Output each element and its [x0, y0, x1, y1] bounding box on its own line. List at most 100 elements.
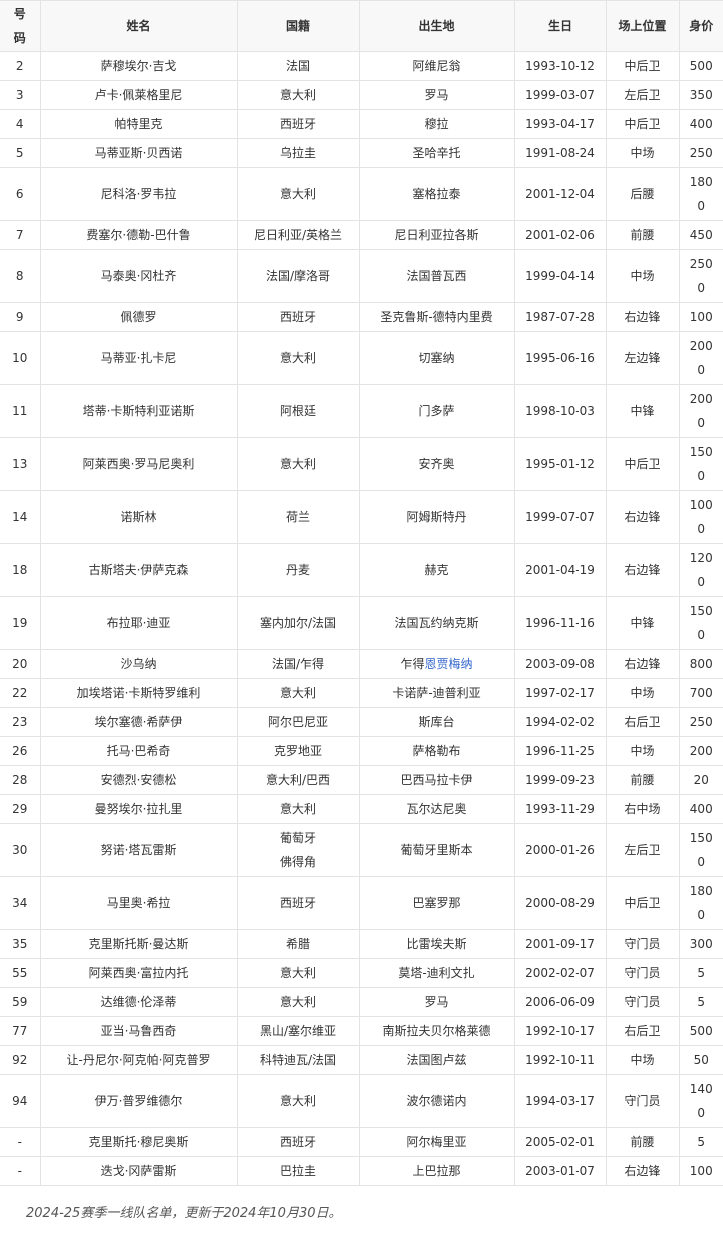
cell-name: 安德烈·安德松: [39, 765, 238, 795]
cell-birthday: 1993-04-17: [513, 109, 607, 139]
cell-nationality: 尼日利亚/英格兰: [236, 220, 360, 250]
cell-birthplace: 门多萨: [358, 384, 515, 438]
cell-number: 11: [0, 384, 41, 438]
cell-name: 加埃塔诺·卡斯特罗维利: [39, 678, 238, 708]
cell-number: 4: [0, 109, 41, 139]
cell-number: 2: [0, 51, 41, 81]
cell-birthday: 2001-02-06: [513, 220, 607, 250]
cell-position: 中后卫: [605, 437, 680, 491]
cell-number: 3: [0, 80, 41, 110]
cell-name: 阿莱西奥·富拉内托: [39, 958, 238, 988]
cell-position: 中场: [605, 678, 680, 708]
cell-number: 35: [0, 929, 41, 959]
cell-position: 前腰: [605, 765, 680, 795]
cell-nationality: 意大利/巴西: [236, 765, 360, 795]
table-row: 30 努诺·塔瓦雷斯 葡萄牙 佛得角 葡萄牙里斯本 2000-01-26 左后卫 1500: [0, 823, 723, 877]
cell-nationality: 克罗地亚: [236, 736, 360, 766]
cell-value: 1500: [678, 437, 723, 491]
cell-value: 250: [678, 138, 723, 168]
cell-position: 右中场: [605, 794, 680, 824]
cell-nationality: 法国: [236, 51, 360, 81]
cell-nationality: 法国/摩洛哥: [236, 249, 360, 303]
cell-position: 守门员: [605, 1074, 680, 1128]
cell-value: 2000: [678, 331, 723, 385]
table-row: 94 伊万·普罗维德尔 意大利 波尔德诺内 1994-03-17 守门员 1400: [0, 1074, 723, 1128]
cell-position: 守门员: [605, 987, 680, 1017]
cell-birthplace: 圣克鲁斯-德特内里费: [358, 302, 515, 332]
cell-name: 古斯塔夫·伊萨克森: [39, 543, 238, 597]
cell-name: 克里斯托斯·曼达斯: [39, 929, 238, 959]
cell-birthday: 2001-12-04: [513, 167, 607, 221]
cell-value: 5: [678, 1127, 723, 1157]
birthplace-city-link[interactable]: 恩贾梅纳: [424, 657, 473, 671]
cell-name: 费塞尔·德勒-巴什鲁: [39, 220, 238, 250]
cell-value: 500: [678, 1016, 723, 1046]
cell-name: 尼科洛·罗韦拉: [39, 167, 238, 221]
cell-value: 5: [678, 958, 723, 988]
cell-position: 右边锋: [605, 302, 680, 332]
table-row: 2 萨穆埃尔·吉戈 法国 阿维尼翁 1993-10-12 中后卫 500: [0, 51, 723, 81]
cell-number: 23: [0, 707, 41, 737]
cell-birthplace: 穆拉: [358, 109, 515, 139]
header-nationality: 国籍: [236, 0, 360, 52]
cell-name: 克里斯托·穆尼奥斯: [39, 1127, 238, 1157]
table-row: 11 塔蒂·卡斯特利亚诺斯 阿根廷 门多萨 1998-10-03 中锋 2000: [0, 384, 723, 438]
cell-birthplace: 尼日利亚拉各斯: [358, 220, 515, 250]
table-row: 13 阿莱西奥·罗马尼奥利 意大利 安齐奥 1995-01-12 中后卫 1500: [0, 437, 723, 491]
cell-nationality: 葡萄牙 佛得角: [236, 823, 360, 877]
cell-value: 5: [678, 987, 723, 1017]
header-birthday: 生日: [513, 0, 607, 52]
cell-number: 22: [0, 678, 41, 708]
cell-value: 2500: [678, 249, 723, 303]
cell-birthplace: 瓦尔达尼奥: [358, 794, 515, 824]
cell-birthday: 1999-09-23: [513, 765, 607, 795]
cell-number: -: [0, 1156, 41, 1186]
cell-nationality: 科特迪瓦/法国: [236, 1045, 360, 1075]
cell-number: 6: [0, 167, 41, 221]
cell-number: 18: [0, 543, 41, 597]
cell-position: 右后卫: [605, 1016, 680, 1046]
cell-name: 努诺·塔瓦雷斯: [39, 823, 238, 877]
table-row: 28 安德烈·安德松 意大利/巴西 巴西马拉卡伊 1999-09-23 前腰 20: [0, 765, 723, 795]
cell-number: 20: [0, 649, 41, 679]
cell-value: 800: [678, 649, 723, 679]
cell-number: 59: [0, 987, 41, 1017]
header-number: 号码: [0, 0, 41, 52]
cell-value: 100: [678, 1156, 723, 1186]
header-birthplace: 出生地: [358, 0, 515, 52]
cell-name: 萨穆埃尔·吉戈: [39, 51, 238, 81]
cell-position: 前腰: [605, 220, 680, 250]
cell-name: 马蒂亚斯·贝西诺: [39, 138, 238, 168]
cell-name: 迭戈·冈萨雷斯: [39, 1156, 238, 1186]
table-row: 8 马泰奥·冈杜齐 法国/摩洛哥 法国普瓦西 1999-04-14 中场 2500: [0, 249, 723, 303]
cell-position: 右边锋: [605, 649, 680, 679]
cell-position: 中锋: [605, 596, 680, 650]
cell-number: 30: [0, 823, 41, 877]
cell-birthday: 1999-07-07: [513, 490, 607, 544]
cell-birthday: 1998-10-03: [513, 384, 607, 438]
cell-value: 1000: [678, 490, 723, 544]
cell-name: 让-丹尼尔·阿克帕·阿克普罗: [39, 1045, 238, 1075]
cell-name: 托马·巴希奇: [39, 736, 238, 766]
cell-name: 马里奥·希拉: [39, 876, 238, 930]
header-position: 场上位置: [605, 0, 680, 52]
cell-nationality: 意大利: [236, 794, 360, 824]
cell-name: 阿莱西奥·罗马尼奥利: [39, 437, 238, 491]
cell-position: 右边锋: [605, 490, 680, 544]
cell-birthplace: 阿姆斯特丹: [358, 490, 515, 544]
cell-position: 中场: [605, 138, 680, 168]
cell-value: 1500: [678, 596, 723, 650]
cell-birthday: 1987-07-28: [513, 302, 607, 332]
cell-value: 2000: [678, 384, 723, 438]
table-caption: 2024-25赛季一线队名单，更新于2024年10月30日。: [26, 1206, 342, 1221]
table-row: 3 卢卡·佩莱格里尼 意大利 罗马 1999-03-07 左后卫 350: [0, 80, 723, 110]
cell-birthplace: 赫克: [358, 543, 515, 597]
cell-value: 300: [678, 929, 723, 959]
table-body: 2 萨穆埃尔·吉戈 法国 阿维尼翁 1993-10-12 中后卫 500 3 卢卡·佩莱格里尼意…: [0, 51, 723, 1186]
table-row: 26 托马·巴希奇 克罗地亚 萨格勒布 1996-11-25 中场 200: [0, 736, 723, 766]
table-row: 14 诺斯林 荷兰 阿姆斯特丹 1999-07-07 右边锋 1000: [0, 490, 723, 544]
cell-birthplace: 斯库台: [358, 707, 515, 737]
cell-number: 14: [0, 490, 41, 544]
cell-birthday: 2000-08-29: [513, 876, 607, 930]
cell-position: 右边锋: [605, 543, 680, 597]
